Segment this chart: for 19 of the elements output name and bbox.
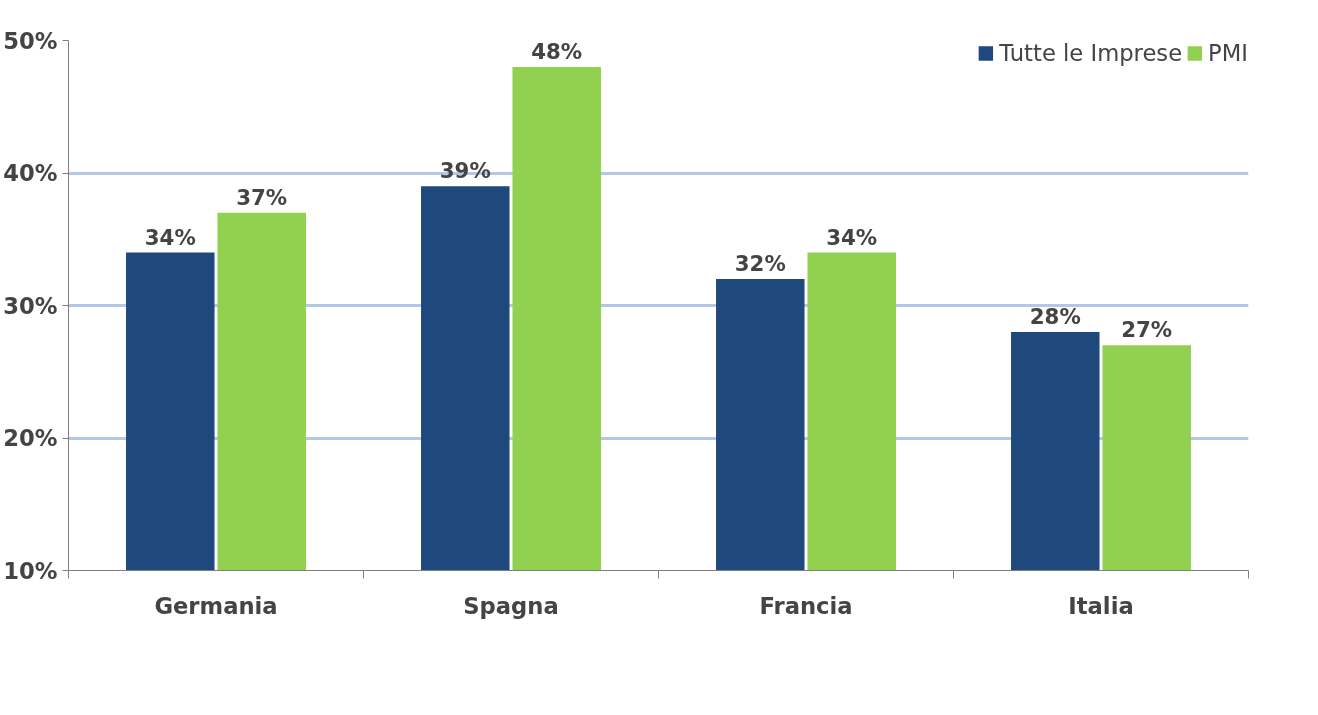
x-tick-label: Francia xyxy=(759,592,853,619)
legend-label: Tutte le Imprese xyxy=(999,40,1183,66)
data-label: 34% xyxy=(826,224,878,250)
legend-label: PMI xyxy=(1208,40,1248,66)
y-tick-label: 40% xyxy=(3,160,58,186)
data-label: 39% xyxy=(439,158,491,184)
y-tick-label: 50% xyxy=(3,27,58,54)
data-label: 32% xyxy=(734,251,786,276)
data-label: 48% xyxy=(531,39,583,64)
data-label: 34% xyxy=(144,224,196,250)
x-tick-label: Germania xyxy=(154,592,278,619)
data-label: 27% xyxy=(1121,317,1173,343)
data-label: 37% xyxy=(236,184,288,210)
x-tick-label: Italia xyxy=(1068,592,1134,619)
x-tick-label: Spagna xyxy=(463,592,559,619)
y-tick-label: 10% xyxy=(3,557,58,584)
y-tick-label: 20% xyxy=(3,425,58,451)
y-tick-label: 30% xyxy=(3,292,58,319)
data-label: 28% xyxy=(1029,304,1081,329)
